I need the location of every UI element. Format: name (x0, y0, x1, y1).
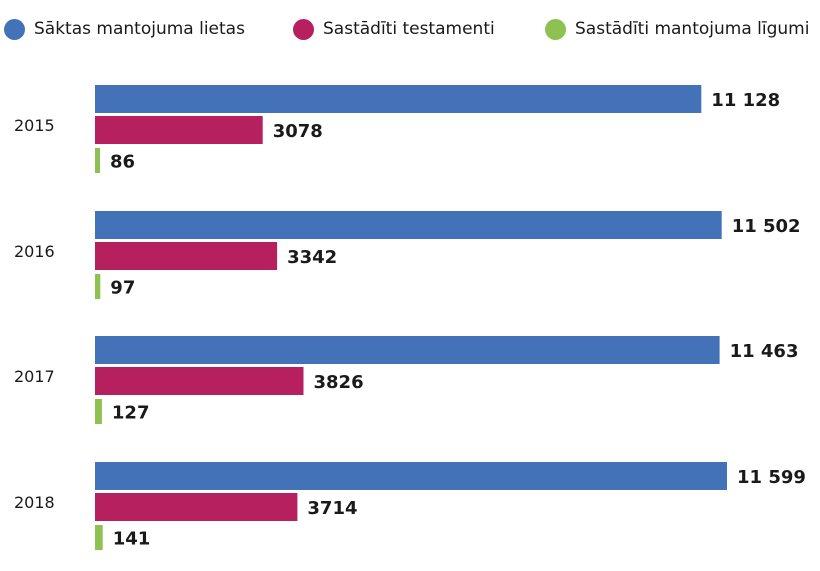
bar-2016-series-1 (95, 242, 278, 270)
legend-item-saktas: Sāktas mantojuma lietas (4, 14, 245, 44)
bar-2018-series-0 (95, 462, 727, 490)
year-label-2016: 2016 (14, 242, 55, 261)
bar-2018-series-2 (95, 525, 103, 550)
year-label-2015: 2015 (14, 116, 55, 135)
value-label-2015-series-0: 11 128 (711, 90, 780, 111)
bar-2017-series-1 (95, 367, 304, 395)
value-label-2017-series-0: 11 463 (730, 341, 799, 362)
legend-label: Sāktas mantojuma lietas (34, 19, 245, 39)
legend-label: Sastādīti testamenti (323, 19, 495, 39)
value-label-2017-series-2: 127 (112, 403, 150, 424)
value-label-2015-series-2: 86 (110, 152, 135, 173)
value-label-2017-series-1: 3826 (314, 372, 364, 393)
legend-dot-icon (293, 18, 314, 40)
legend-dot-icon (4, 18, 25, 40)
bar-2015-series-0 (95, 85, 702, 113)
value-label-2016-series-2: 97 (110, 278, 135, 299)
legend-item-ligumi: Sastādīti mantojuma līgumi (545, 14, 809, 44)
value-label-2015-series-1: 3078 (273, 121, 323, 142)
bar-2015-series-1 (95, 116, 263, 144)
year-label-2018: 2018 (14, 493, 55, 512)
value-label-2018-series-1: 3714 (307, 498, 357, 519)
legend-dot-icon (545, 18, 566, 40)
bar-2017-series-0 (95, 336, 720, 364)
bar-2018-series-1 (95, 493, 298, 521)
value-label-2018-series-0: 11 599 (737, 467, 806, 488)
bar-2016-series-2 (95, 274, 101, 299)
legend: Sāktas mantojuma lietas Sastādīti testam… (0, 14, 820, 44)
value-label-2016-series-1: 3342 (287, 247, 337, 268)
bar-2017-series-2 (95, 399, 102, 424)
bar-2015-series-2 (95, 148, 100, 173)
legend-item-testamenti: Sastādīti testamenti (293, 14, 495, 44)
value-label-2016-series-0: 11 502 (732, 216, 801, 237)
value-label-2018-series-2: 141 (113, 529, 151, 550)
bar-2016-series-0 (95, 211, 722, 239)
year-label-2017: 2017 (14, 367, 55, 386)
legend-label: Sastādīti mantojuma līgumi (575, 19, 810, 39)
